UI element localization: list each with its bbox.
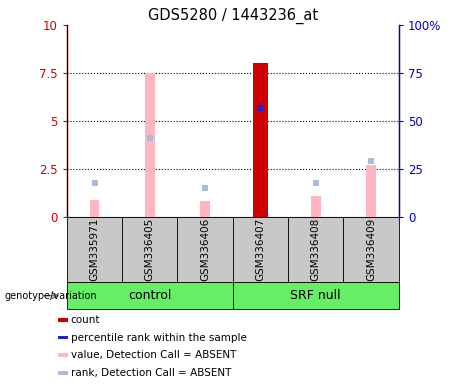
Title: GDS5280 / 1443236_at: GDS5280 / 1443236_at	[148, 7, 318, 23]
FancyBboxPatch shape	[233, 282, 399, 309]
FancyBboxPatch shape	[177, 217, 233, 282]
Text: count: count	[71, 315, 100, 325]
Text: GSM336409: GSM336409	[366, 218, 376, 281]
Text: GSM335971: GSM335971	[89, 218, 100, 281]
Bar	[366, 165, 376, 217]
Bar	[58, 336, 68, 339]
Text: GSM336407: GSM336407	[255, 218, 266, 281]
Bar	[200, 201, 210, 217]
FancyBboxPatch shape	[288, 217, 343, 282]
FancyBboxPatch shape	[67, 282, 233, 309]
Text: rank, Detection Call = ABSENT: rank, Detection Call = ABSENT	[71, 368, 231, 378]
Text: GSM336405: GSM336405	[145, 218, 155, 281]
Bar	[58, 371, 68, 375]
Bar	[145, 73, 155, 217]
Bar	[58, 318, 68, 322]
Text: GSM336406: GSM336406	[200, 218, 210, 281]
Text: genotype/variation: genotype/variation	[5, 291, 97, 301]
Text: percentile rank within the sample: percentile rank within the sample	[71, 333, 247, 343]
Bar	[311, 196, 321, 217]
FancyBboxPatch shape	[343, 217, 399, 282]
Text: GSM336408: GSM336408	[311, 218, 321, 281]
Bar	[58, 353, 68, 357]
Text: value, Detection Call = ABSENT: value, Detection Call = ABSENT	[71, 350, 236, 360]
Bar	[253, 63, 268, 217]
FancyBboxPatch shape	[67, 217, 122, 282]
FancyBboxPatch shape	[122, 217, 177, 282]
Bar	[89, 200, 100, 217]
FancyBboxPatch shape	[233, 217, 288, 282]
Text: control: control	[128, 289, 171, 302]
Text: SRF null: SRF null	[290, 289, 341, 302]
